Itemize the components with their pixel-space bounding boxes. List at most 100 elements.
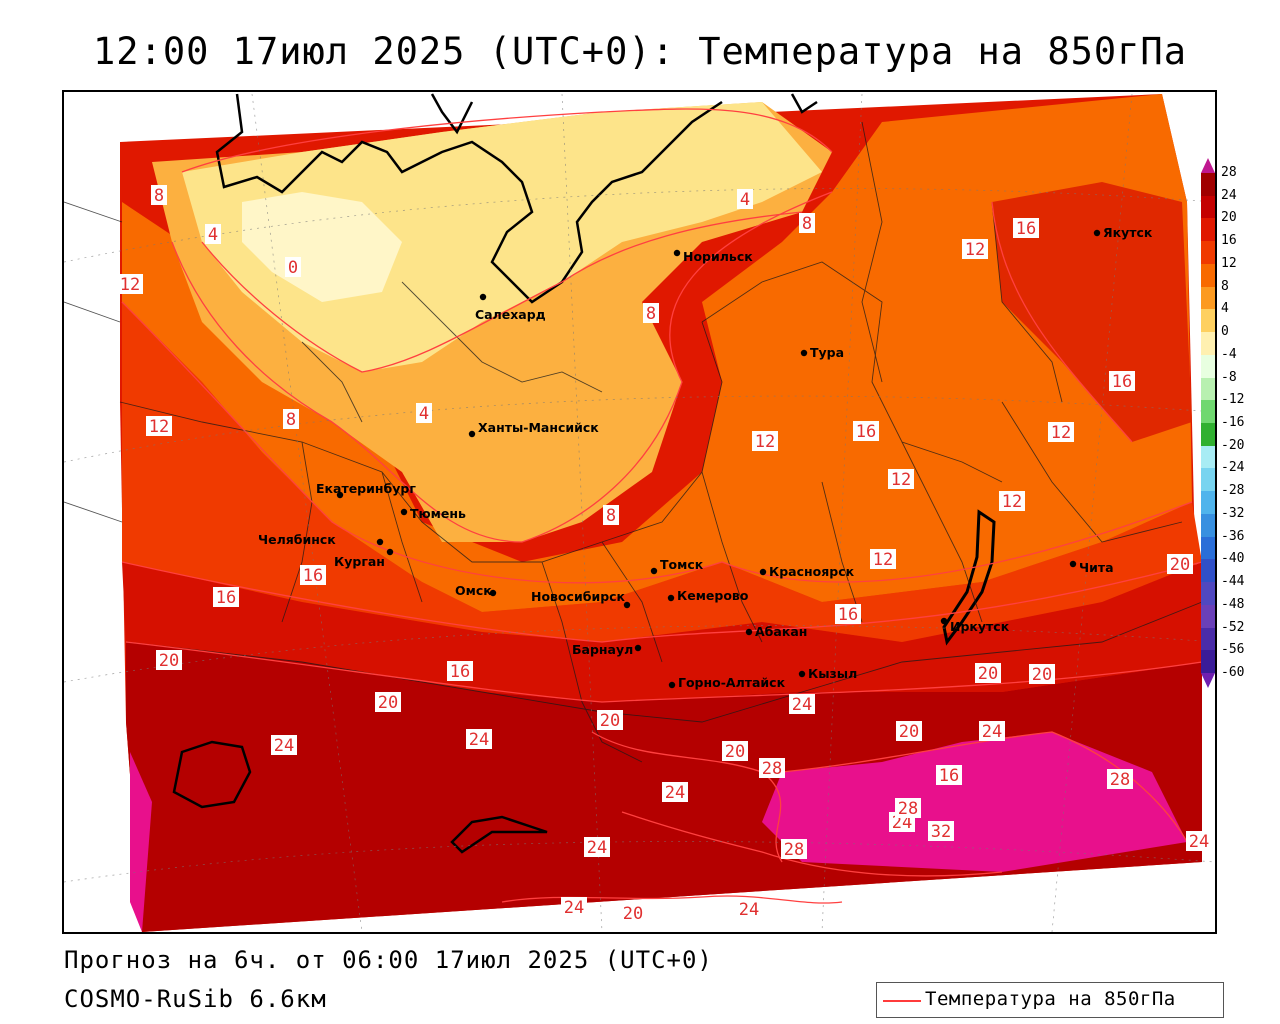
isotherm-label: 20 bbox=[1170, 555, 1190, 575]
colorbar-segment bbox=[1201, 582, 1215, 606]
city-label: Горно-Алтайск bbox=[678, 675, 786, 690]
isotherm-label: 16 bbox=[838, 605, 858, 625]
isotherm-label: 16 bbox=[856, 422, 876, 442]
legend-label: Температура на 850гПа bbox=[925, 988, 1176, 1010]
isotherm-label-bg bbox=[975, 663, 1001, 683]
isotherm-label: 16 bbox=[216, 588, 236, 608]
isotherm-label: 12 bbox=[149, 417, 169, 437]
colorbar-segment bbox=[1201, 354, 1215, 379]
isotherm-label-bg bbox=[896, 721, 922, 741]
isotherm-label: 20 bbox=[623, 904, 643, 924]
map-title: 12:00 17июл 2025 (UTC+0): Температура на… bbox=[93, 30, 1187, 73]
colorbar-segment bbox=[1201, 332, 1215, 356]
isotherm-label: 12 bbox=[891, 470, 911, 490]
city-label: Барнаул bbox=[572, 642, 633, 657]
isotherm-label: 24 bbox=[274, 736, 294, 756]
isotherm-label: 24 bbox=[665, 783, 685, 803]
city-dot-icon bbox=[745, 628, 753, 636]
coastlines bbox=[172, 93, 996, 854]
band-cold bbox=[242, 192, 402, 302]
colorbar-segment bbox=[1201, 173, 1215, 197]
isotherm-label-bg bbox=[722, 741, 748, 761]
band-28-west bbox=[130, 752, 152, 932]
city-label: Салехард bbox=[475, 307, 546, 322]
isotherm-label-bg bbox=[962, 239, 988, 259]
isotherm-label-bg bbox=[643, 303, 659, 323]
isotherm-label-bg bbox=[1013, 218, 1039, 238]
isotherm-label-bg bbox=[759, 758, 785, 778]
colorbar-tick-label: 24 bbox=[1221, 187, 1237, 203]
city-dot-icon bbox=[673, 249, 681, 257]
colorbar-tick-label: 8 bbox=[1221, 278, 1229, 294]
isotherm-label: 4 bbox=[208, 225, 218, 245]
colorbar-bottom-arrow bbox=[1201, 673, 1215, 688]
isotherm-label: 0 bbox=[288, 258, 298, 278]
colorbar-tick-label: -20 bbox=[1221, 437, 1245, 453]
isotherm-label: 12 bbox=[755, 432, 775, 452]
isotherm-label-bg bbox=[156, 650, 182, 670]
isotherm-label-bg bbox=[375, 692, 401, 712]
colorbar-segment bbox=[1201, 559, 1215, 583]
colorbar-tick-label: -40 bbox=[1221, 551, 1245, 567]
city-label: Иркутск bbox=[950, 619, 1010, 634]
isotherm-label-bg bbox=[799, 213, 815, 233]
isotherm-label-bg bbox=[283, 409, 299, 429]
colorbar-tick-label: -52 bbox=[1221, 619, 1245, 635]
colorbar-tick-label: 0 bbox=[1221, 324, 1229, 340]
city-dot-icon bbox=[400, 508, 408, 516]
city-dot-icon bbox=[798, 670, 806, 678]
isotherm-label-bg bbox=[416, 403, 432, 423]
colorbar-tick-label: 16 bbox=[1221, 233, 1237, 249]
colorbar-segment bbox=[1201, 286, 1215, 310]
isotherm-label-bg bbox=[936, 765, 962, 785]
city-label: Кемерово bbox=[677, 588, 749, 603]
colorbar-tick-label: 12 bbox=[1221, 255, 1237, 271]
isotherm-label-bg bbox=[928, 821, 954, 841]
city-dot-icon bbox=[336, 491, 344, 499]
city-label: Абакан bbox=[755, 624, 807, 639]
isotherm-label: 4 bbox=[419, 404, 429, 424]
isotherm-label: 8 bbox=[154, 186, 164, 206]
city-dot-icon bbox=[623, 601, 631, 609]
city-label: Тура bbox=[810, 345, 844, 360]
colorbar-segment bbox=[1201, 377, 1215, 401]
map-area[interactable]: Салехард Норильск Якутск Тура Ханты-Мансийск… bbox=[62, 90, 1217, 934]
city-dot-icon bbox=[759, 568, 767, 576]
isotherm-label: 24 bbox=[564, 898, 584, 918]
isotherm-label-bg bbox=[447, 661, 473, 681]
city-label: Чита bbox=[1079, 560, 1114, 575]
city-label: Норильск bbox=[683, 249, 753, 264]
city-label: Красноярск bbox=[769, 564, 855, 579]
city-label: Якутск bbox=[1103, 225, 1153, 240]
isotherm-label: 8 bbox=[802, 214, 812, 234]
colorbar-segment bbox=[1201, 513, 1215, 538]
isotherm-label: 28 bbox=[762, 759, 782, 779]
isotherm-label-bg bbox=[1109, 371, 1135, 391]
city-dot-icon bbox=[376, 538, 384, 546]
isotherm-label: 28 bbox=[784, 840, 804, 860]
colorbar-tick-label: -60 bbox=[1221, 665, 1245, 680]
city-dot-icon bbox=[1069, 560, 1077, 568]
isotherm-label: 28 bbox=[898, 799, 918, 819]
isotherm-label: 16 bbox=[1112, 372, 1132, 392]
isotherm-label: 12 bbox=[1002, 492, 1022, 512]
graticule bbox=[64, 93, 1215, 932]
colorbar-tick-label: -4 bbox=[1221, 346, 1237, 362]
band-28 bbox=[762, 732, 1187, 872]
city-label: Ханты-Мансийск bbox=[478, 420, 599, 435]
isotherm-label-bg bbox=[205, 224, 221, 244]
city-dot-icon bbox=[489, 589, 497, 597]
city-dot-icon bbox=[479, 293, 487, 301]
isotherm-label: 20 bbox=[978, 664, 998, 684]
city-markers: Салехард Норильск Якутск Тура Ханты-Мансийск… bbox=[258, 225, 1153, 690]
isotherm-label: 16 bbox=[450, 662, 470, 682]
band-0 bbox=[182, 102, 822, 372]
colorbar-segment bbox=[1201, 604, 1215, 629]
city-dot-icon bbox=[667, 594, 675, 602]
colorbar-tick-label: -36 bbox=[1221, 528, 1245, 544]
city-dot-icon bbox=[800, 349, 808, 357]
isotherm-label-bg bbox=[736, 899, 762, 919]
isotherm-label: 20 bbox=[159, 651, 179, 671]
city-dot-icon bbox=[468, 430, 476, 438]
isotherm-label-bg bbox=[999, 491, 1025, 511]
